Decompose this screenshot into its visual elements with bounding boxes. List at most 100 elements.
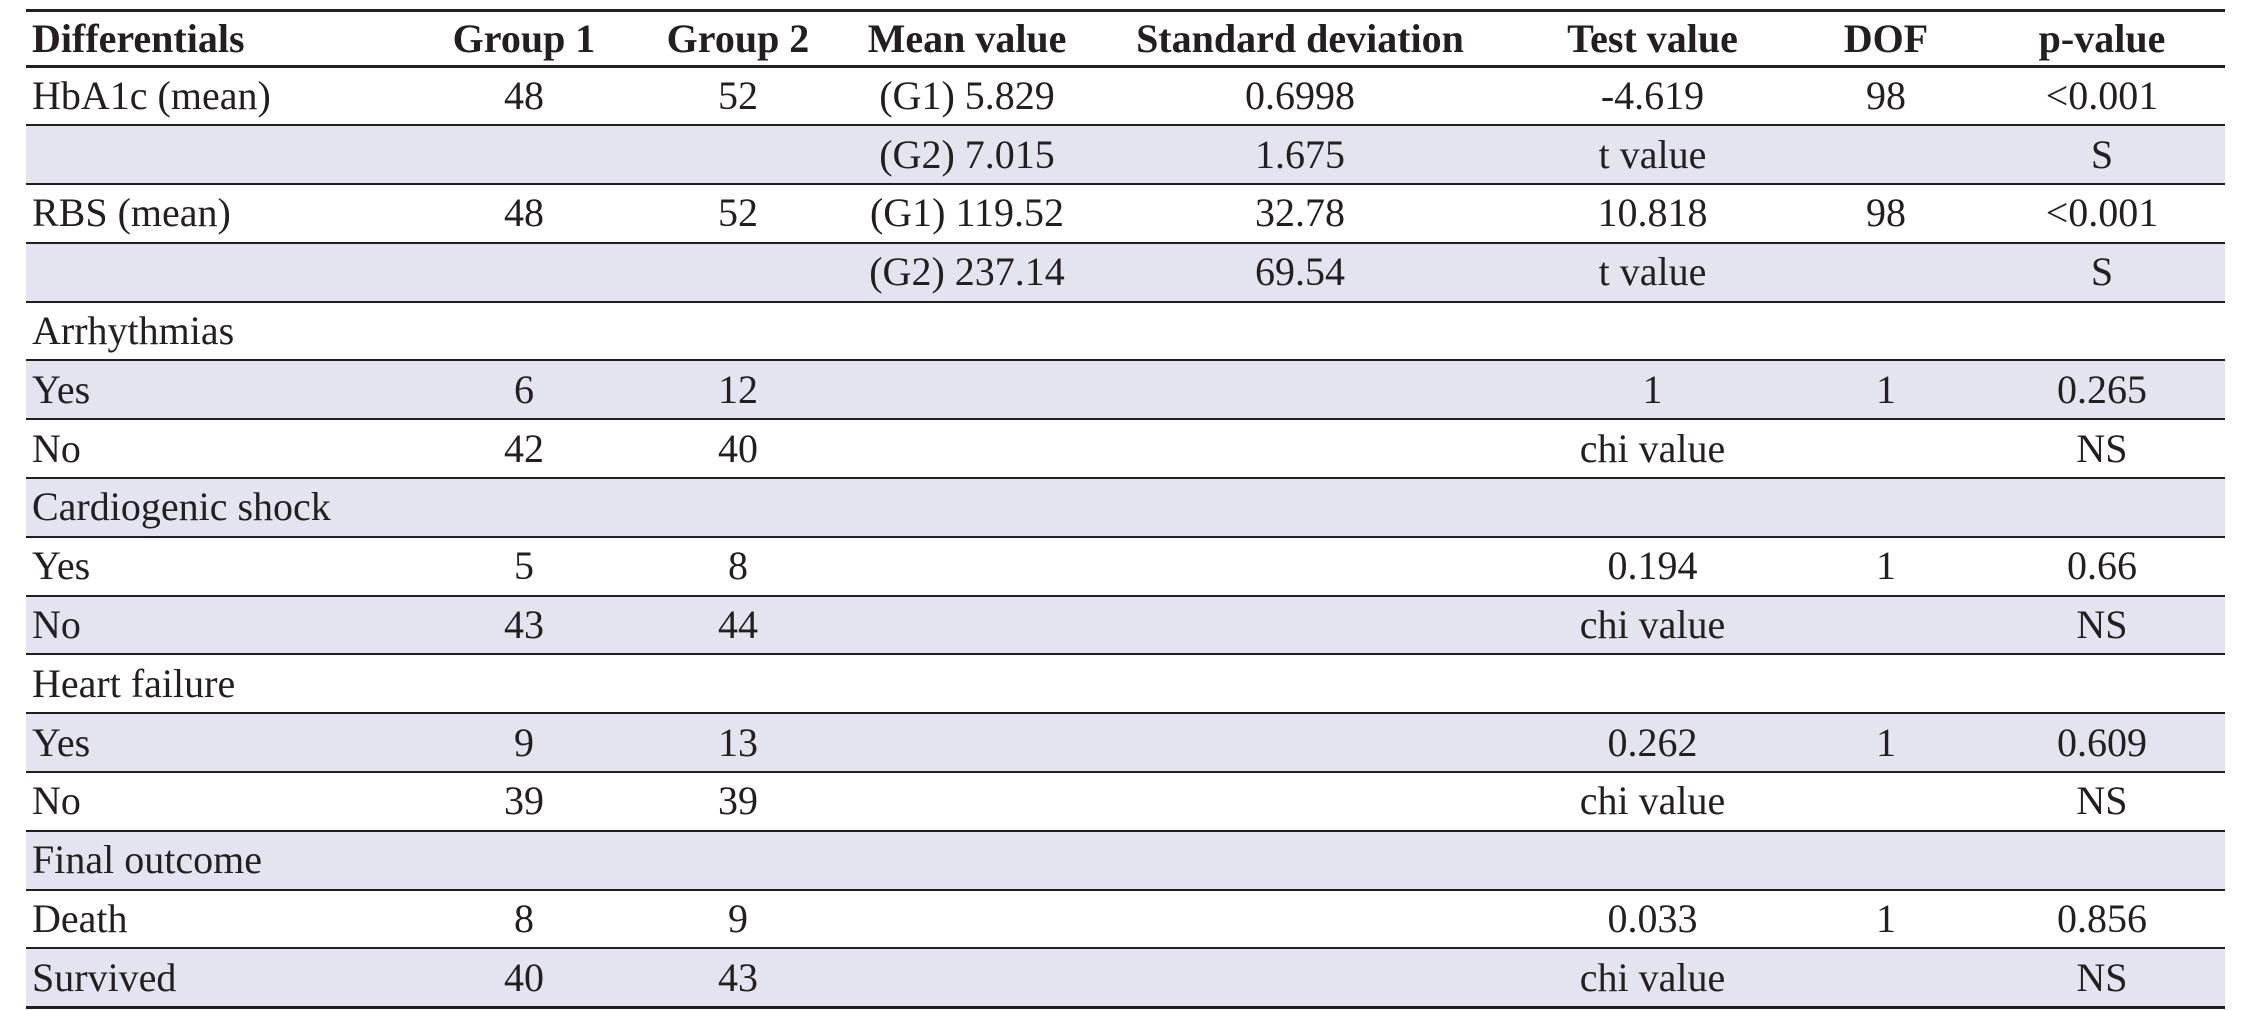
cell-mean-value: (G1) 5.829 xyxy=(879,73,1055,119)
cell-dof xyxy=(1793,831,1979,890)
cell-mean-value: (G1) 119.52 xyxy=(869,190,1065,236)
cell-group-1: 40 xyxy=(504,954,544,1000)
cell-differentials: No xyxy=(32,425,81,471)
cell-test-value xyxy=(1512,654,1793,713)
cell-group-2 xyxy=(630,302,846,361)
cell-differentials: No xyxy=(32,602,81,648)
header-dof: DOF xyxy=(1843,16,1929,61)
cell-test-value: 10.818 xyxy=(1597,190,1708,236)
cell-differentials: Yes xyxy=(32,543,91,589)
cell-test-value xyxy=(1512,302,1793,361)
cell-standard-deviation xyxy=(1088,537,1512,596)
table-row: Yes 6 12 1 1 0.265 xyxy=(26,360,2225,420)
cell-standard-deviation: 32.78 xyxy=(1255,190,1345,236)
cell-mean-value: (G2) 237.14 xyxy=(869,249,1065,295)
cell-p-value: 0.609 xyxy=(2057,719,2147,765)
cell-dof xyxy=(1793,596,1979,655)
cell-p-value: 0.265 xyxy=(2057,366,2147,412)
cell-differentials: Arrhythmias xyxy=(32,308,235,354)
cell-group-1 xyxy=(418,478,630,537)
cell-test-value: chi value xyxy=(1579,425,1726,471)
cell-dof xyxy=(1793,302,1979,361)
cell-group-1: 6 xyxy=(514,366,534,412)
cell-group-1 xyxy=(418,125,630,184)
cell-mean-value xyxy=(846,360,1088,419)
cell-group-2: 52 xyxy=(718,73,758,119)
cell-dof xyxy=(1793,419,1979,478)
table-row: Death 8 9 0.033 1 0.856 xyxy=(26,890,2225,949)
header-group-2: Group 2 xyxy=(666,16,810,61)
cell-p-value: 0.856 xyxy=(2057,896,2147,942)
header-test-value: Test value xyxy=(1567,16,1738,61)
cell-test-value: 0.262 xyxy=(1607,719,1698,765)
cell-group-1 xyxy=(418,831,630,890)
cell-group-2: 52 xyxy=(718,190,758,236)
cell-standard-deviation xyxy=(1088,302,1512,361)
cell-test-value: 0.033 xyxy=(1607,896,1698,942)
cell-group-2: 39 xyxy=(718,778,758,824)
cell-mean-value xyxy=(846,772,1088,831)
cell-p-value: S xyxy=(2090,249,2114,295)
cell-group-1: 5 xyxy=(514,543,534,589)
cell-standard-deviation xyxy=(1088,419,1512,478)
cell-standard-deviation xyxy=(1088,831,1512,890)
cell-p-value xyxy=(1979,654,2225,713)
cell-dof: 98 xyxy=(1866,190,1906,236)
cell-test-value xyxy=(1512,831,1793,890)
cell-standard-deviation xyxy=(1088,713,1512,772)
table-row: No 39 39 chi value NS xyxy=(26,772,2225,831)
table-row: (G2) 7.015 1.675 t value S xyxy=(26,125,2225,185)
cell-differentials: Yes xyxy=(32,366,91,412)
cell-dof: 98 xyxy=(1866,73,1906,119)
table-row: Cardiogenic shock xyxy=(26,478,2225,537)
cell-differentials: Survived xyxy=(32,954,177,1000)
cell-dof xyxy=(1793,243,1979,302)
cell-dof xyxy=(1793,948,1979,1007)
table-row: Survived 40 43 chi value NS xyxy=(26,948,2225,1008)
cell-group-1 xyxy=(418,243,630,302)
cell-p-value xyxy=(1979,478,2225,537)
results-table: Differentials Group 1 Group 2 Mean value… xyxy=(26,9,2225,1009)
cell-test-value xyxy=(1512,478,1793,537)
header-standard-deviation: Standard deviation xyxy=(1136,16,1464,61)
cell-standard-deviation xyxy=(1088,948,1512,1007)
cell-group-2: 40 xyxy=(718,425,758,471)
cell-mean-value xyxy=(846,596,1088,655)
cell-mean-value xyxy=(846,478,1088,537)
cell-dof xyxy=(1793,125,1979,184)
header-mean-value: Mean value xyxy=(867,16,1067,61)
cell-dof: 1 xyxy=(1876,896,1896,942)
cell-standard-deviation xyxy=(1088,478,1512,537)
cell-mean-value xyxy=(846,419,1088,478)
cell-mean-value xyxy=(846,654,1088,713)
cell-group-2 xyxy=(630,125,846,184)
table-body: HbA1c (mean) 48 52 (G1) 5.829 0.6998 -4.619 98… xyxy=(26,67,2225,1008)
cell-differentials: No xyxy=(32,778,81,824)
cell-dof: 1 xyxy=(1876,719,1896,765)
cell-group-1 xyxy=(418,302,630,361)
cell-p-value: NS xyxy=(2076,602,2128,648)
cell-group-1: 42 xyxy=(504,425,544,471)
cell-test-value: t value xyxy=(1598,131,1707,177)
cell-mean-value xyxy=(846,948,1088,1007)
cell-group-1: 9 xyxy=(514,719,534,765)
header-group-1: Group 1 xyxy=(452,16,596,61)
table-row: Final outcome xyxy=(26,830,2225,890)
cell-group-1 xyxy=(418,654,630,713)
cell-differentials: Final outcome xyxy=(32,837,262,883)
table-header: Differentials Group 1 Group 2 Mean value… xyxy=(26,10,2225,67)
cell-group-2: 13 xyxy=(718,719,758,765)
cell-group-2: 12 xyxy=(718,366,758,412)
cell-dof xyxy=(1793,654,1979,713)
cell-mean-value xyxy=(846,831,1088,890)
cell-group-1: 8 xyxy=(514,896,534,942)
cell-p-value: NS xyxy=(2076,778,2128,824)
cell-group-1: 48 xyxy=(504,73,544,119)
table-row: (G2) 237.14 69.54 t value S xyxy=(26,242,2225,302)
cell-mean-value xyxy=(846,302,1088,361)
cell-test-value: chi value xyxy=(1579,778,1726,824)
cell-standard-deviation: 69.54 xyxy=(1255,249,1345,295)
cell-group-1: 39 xyxy=(504,778,544,824)
cell-group-2: 43 xyxy=(718,954,758,1000)
cell-p-value: <0.001 xyxy=(2045,190,2159,236)
